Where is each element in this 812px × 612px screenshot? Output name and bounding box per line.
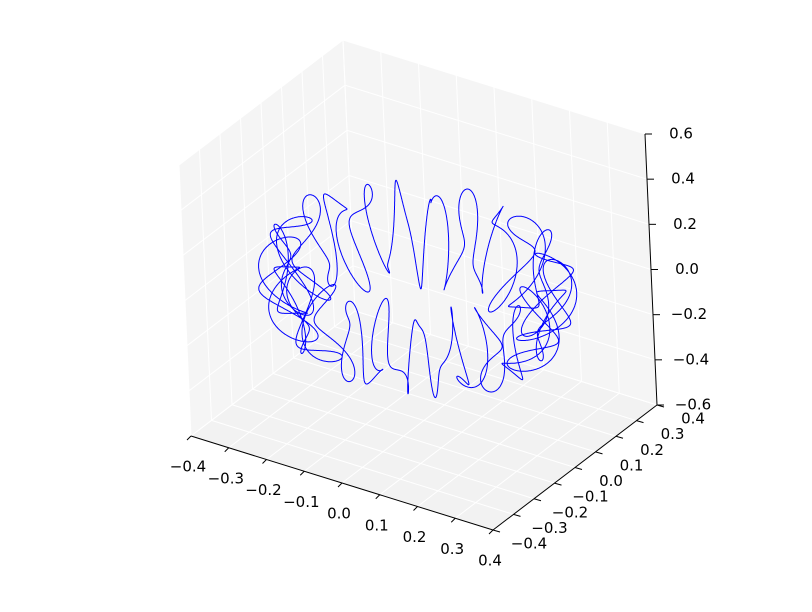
grid-line-z-left xyxy=(184,175,350,301)
x-tick-label: −0.1 xyxy=(283,493,319,511)
y-tick-mark xyxy=(636,420,644,424)
y-tick-mark xyxy=(513,513,521,517)
grid-line-y-floor xyxy=(231,404,535,500)
x-tick-mark xyxy=(186,435,192,441)
y-tick-mark xyxy=(574,467,583,470)
y-tick-mark xyxy=(533,498,542,502)
y-tick-label: −0.3 xyxy=(531,519,567,537)
x-tick-label: 0.4 xyxy=(478,552,502,570)
x-tick-mark xyxy=(337,482,343,488)
y-tick-mark xyxy=(492,529,501,533)
y-tick-label: −0.1 xyxy=(572,488,608,506)
x-tick-mark xyxy=(488,529,494,535)
x-tick-mark xyxy=(450,517,456,523)
x-tick-mark xyxy=(413,506,418,511)
y-tick-label: 0.2 xyxy=(640,441,664,459)
grid-line-z-left xyxy=(178,39,344,166)
z-tick-label: 0.0 xyxy=(675,260,699,278)
series-layer xyxy=(258,179,578,399)
grid-line-z-back xyxy=(350,220,654,316)
y-tick-label: 0.3 xyxy=(661,425,685,443)
grid-line-y-floor xyxy=(211,419,514,515)
y-tick-mark xyxy=(615,435,624,439)
grid-line-z-back xyxy=(346,129,650,225)
axes-frame xyxy=(186,133,665,535)
x-tick-label: −0.3 xyxy=(208,469,244,487)
y-tick-mark xyxy=(554,482,562,486)
tick-labels: −0.4−0.3−0.2−0.10.00.10.20.30.4−0.4−0.3−… xyxy=(170,125,711,570)
y-tick-label: −0.4 xyxy=(511,535,547,553)
z-tick-label: 0.4 xyxy=(671,170,695,188)
x-tick-mark xyxy=(262,459,267,464)
x-tick-label: 0.1 xyxy=(365,516,389,534)
y-tick-label: 0.0 xyxy=(599,472,623,490)
x-tick-mark xyxy=(375,494,381,500)
z-tick-label: 0.2 xyxy=(673,215,697,233)
grid-line-z-left xyxy=(188,265,354,392)
x-tick-label: 0.2 xyxy=(403,528,427,546)
z-tick-label: −0.6 xyxy=(675,396,711,414)
z-tick-label: −0.4 xyxy=(673,350,709,368)
grid-line-z-left xyxy=(186,220,352,347)
x-tick-label: −0.4 xyxy=(170,458,206,476)
x-tick-mark xyxy=(224,447,230,453)
grid-line-z-left xyxy=(180,84,346,211)
grid-line-z-back xyxy=(354,310,658,406)
series-curve xyxy=(258,179,578,399)
y-tick-mark xyxy=(595,451,603,455)
grid-line-y-floor xyxy=(293,357,596,453)
grid-line-z-left xyxy=(182,129,348,256)
y-tick-label: −0.2 xyxy=(552,503,588,521)
y-tick-label: 0.1 xyxy=(620,456,644,474)
grid-line-y-floor xyxy=(252,388,555,484)
grid-line-z-back xyxy=(344,84,648,180)
y-tick-label: 0.4 xyxy=(681,410,705,428)
grid-line-z-left xyxy=(190,310,356,437)
z-tick-label: 0.6 xyxy=(669,125,693,143)
grid-line-z-back xyxy=(352,265,656,361)
axes-panes xyxy=(179,40,657,530)
grid-line-y-floor xyxy=(313,341,617,437)
grid-line-z-back xyxy=(342,39,646,135)
x-tick-label: 0.3 xyxy=(440,540,464,558)
x-tick-label: −0.2 xyxy=(245,481,281,499)
z-tick-label: −0.2 xyxy=(671,305,707,323)
x-tick-mark xyxy=(299,470,305,476)
x-tick-label: 0.0 xyxy=(327,505,351,523)
grid-line-y-floor xyxy=(272,373,576,468)
